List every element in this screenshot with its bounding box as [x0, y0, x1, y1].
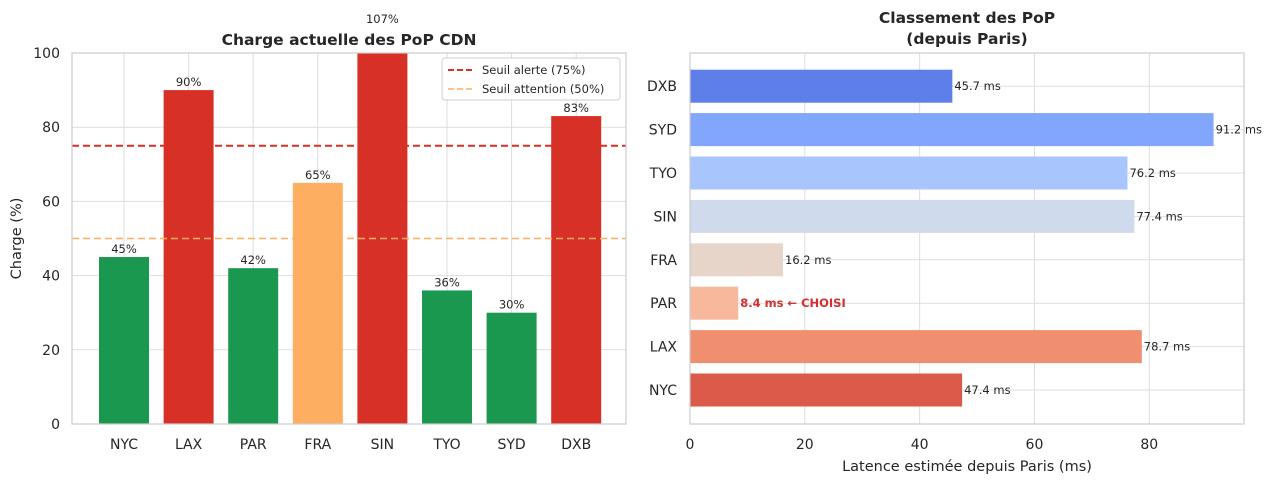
- y-tick-label: 100: [33, 46, 60, 62]
- y-tick-label: SIN: [654, 209, 678, 225]
- bar-value-label: 36%: [434, 275, 460, 289]
- right-chart-title-line: (depuis Paris): [906, 30, 1027, 48]
- x-tick-label: 80: [1140, 437, 1158, 453]
- bar-value-label: 30%: [499, 298, 525, 312]
- bar-value-label: 47.4 ms: [964, 383, 1010, 397]
- bar-value-label: 65%: [305, 168, 331, 182]
- hbar-sin: [690, 199, 1135, 233]
- right-chart-title-line: Classement des PoP: [879, 9, 1055, 27]
- x-tick-label: LAX: [175, 437, 203, 453]
- y-tick-label: 80: [42, 120, 60, 136]
- x-tick-label: 20: [796, 437, 814, 453]
- y-tick-label: FRA: [650, 253, 677, 269]
- hbar-dxb: [690, 69, 953, 103]
- right-x-axis-label: Latence estimée depuis Paris (ms): [842, 459, 1092, 475]
- bar-tyo: [422, 290, 472, 424]
- bar-value-label: 107%: [366, 12, 399, 26]
- y-tick-label: 0: [51, 417, 60, 433]
- bar-syd: [486, 312, 537, 424]
- y-tick-label: TYO: [649, 166, 677, 182]
- bar-value-label: 42%: [240, 253, 266, 267]
- chosen-pop-label: 8.4 ms ← CHOISI: [740, 296, 846, 310]
- x-tick-label: TYO: [432, 437, 460, 453]
- hbar-lax: [690, 330, 1142, 364]
- hbar-syd: [690, 113, 1214, 147]
- x-tick-label: 0: [686, 437, 695, 453]
- legend-box: [441, 57, 621, 101]
- y-tick-label: 40: [42, 269, 60, 285]
- legend-entry: Seuil attention (50%): [482, 82, 604, 96]
- left-chart-title: Charge actuelle des PoP CDN: [222, 31, 477, 49]
- y-tick-label: 60: [42, 194, 60, 210]
- bar-value-label: 90%: [176, 75, 202, 89]
- y-tick-label: PAR: [650, 296, 677, 312]
- bar-value-label: 78.7 ms: [1144, 340, 1190, 354]
- bar-value-label: 45.7 ms: [954, 79, 1000, 93]
- x-tick-label: NYC: [110, 437, 138, 453]
- y-tick-label: NYC: [649, 383, 677, 399]
- y-tick-label: DXB: [647, 79, 677, 95]
- hbar-nyc: [690, 373, 963, 407]
- bar-fra: [292, 182, 343, 424]
- hbar-par: [690, 286, 739, 320]
- bar-value-label: 77.4 ms: [1136, 209, 1182, 223]
- bar-nyc: [99, 257, 149, 424]
- bar-value-label: 83%: [563, 101, 589, 115]
- x-tick-label: 60: [1026, 437, 1044, 453]
- legend-entry: Seuil alerte (75%): [482, 63, 586, 77]
- x-tick-label: FRA: [304, 437, 331, 453]
- x-tick-label: 40: [911, 437, 929, 453]
- bar-lax: [163, 90, 214, 424]
- bar-value-label: 16.2 ms: [785, 253, 831, 267]
- y-tick-label: SYD: [649, 123, 677, 139]
- bar-value-label: 91.2 ms: [1216, 123, 1262, 137]
- y-tick-label: 20: [42, 343, 60, 359]
- bar-par: [228, 268, 279, 424]
- left-y-axis-label: Charge (%): [9, 198, 25, 280]
- bar-value-label: 45%: [111, 242, 137, 256]
- hbar-fra: [690, 243, 784, 277]
- x-tick-label: SIN: [371, 437, 395, 453]
- bar-value-label: 76.2 ms: [1129, 166, 1175, 180]
- right-plot-frame: [689, 52, 1245, 425]
- hbar-tyo: [690, 156, 1128, 190]
- bar-dxb: [551, 116, 602, 424]
- left-plot-frame: [71, 52, 627, 425]
- y-tick-label: LAX: [650, 340, 678, 356]
- x-tick-label: PAR: [240, 437, 267, 453]
- x-tick-label: SYD: [497, 437, 525, 453]
- x-tick-label: DXB: [561, 437, 591, 453]
